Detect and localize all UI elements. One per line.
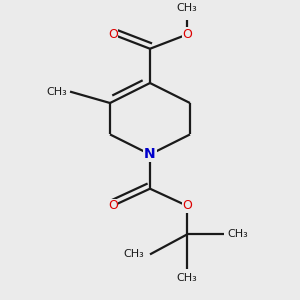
Text: CH₃: CH₃ <box>177 273 197 283</box>
Text: N: N <box>144 147 156 161</box>
Text: CH₃: CH₃ <box>227 230 248 239</box>
Text: O: O <box>108 199 118 212</box>
Text: CH₃: CH₃ <box>46 87 67 97</box>
Text: CH₃: CH₃ <box>177 3 197 13</box>
Text: O: O <box>182 28 192 41</box>
Text: CH₃: CH₃ <box>124 249 144 260</box>
Text: O: O <box>108 28 118 41</box>
Text: O: O <box>182 199 192 212</box>
